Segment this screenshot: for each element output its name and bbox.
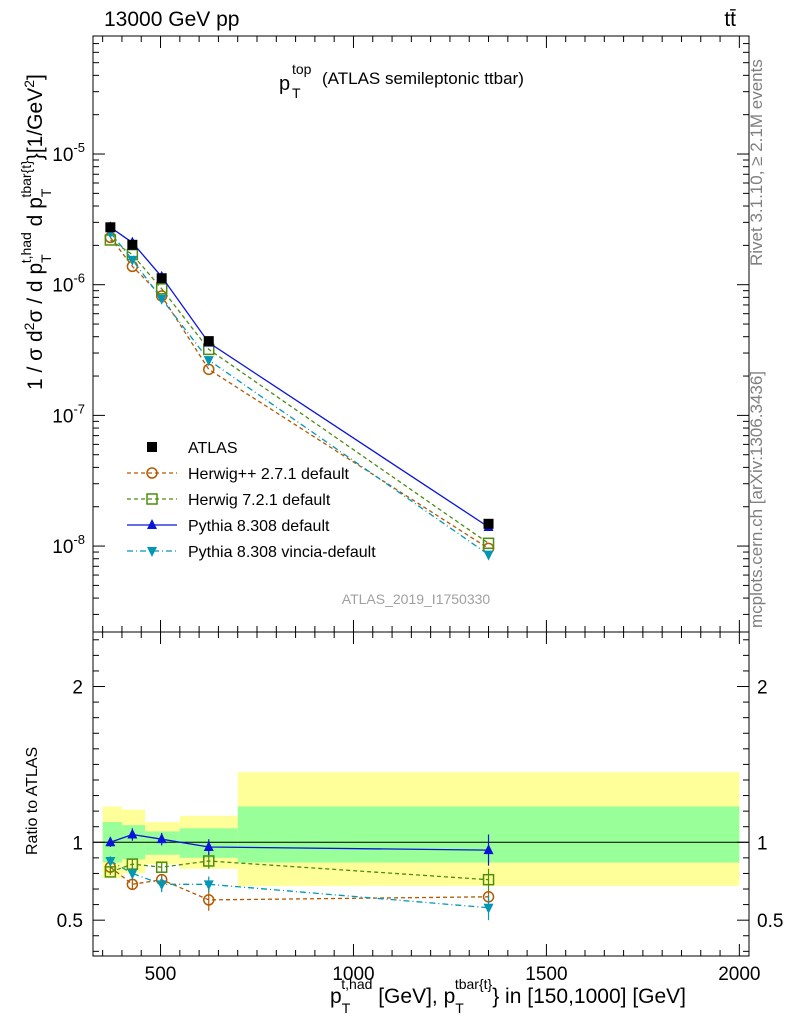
legend: ATLAS Herwig++ 2.7.1 default Herwig 7.2.1 … [127, 440, 376, 561]
legend-marker [147, 519, 157, 529]
legend-marker [146, 493, 158, 505]
legend-label: Pythia 8.308 vincia-default [188, 544, 376, 561]
series-0-point [203, 336, 214, 347]
ratio-y-tick-label-left: 2 [72, 678, 83, 699]
legend-marker [146, 467, 158, 479]
main-title-p: p [279, 73, 290, 95]
ratio-y-tick-label-left: 1 [72, 833, 83, 854]
main-panel: 10-8 10-7 10-6 10-5 [52, 35, 750, 633]
series-2-point [155, 283, 168, 295]
main-frame [92, 35, 750, 633]
x-tick-label: 2000 [718, 964, 760, 985]
ratio-frame [92, 631, 750, 957]
series-4-point [203, 356, 214, 367]
y-tick-label: 10-7 [52, 401, 85, 427]
ratio-panel: 500 1000 1500 2000 0.5 0.5 1 1 2 2 [57, 631, 783, 985]
series-3-point [105, 836, 116, 847]
series-4-point [105, 856, 116, 867]
series-0-point [156, 273, 167, 284]
legend-label: Herwig++ 2.7.1 default [188, 466, 350, 483]
y-tick-label: 10-8 [52, 532, 85, 558]
header-right: tt̄ [724, 8, 736, 31]
series-4-point [156, 294, 167, 305]
series-1-point [203, 894, 215, 906]
series-4-point [127, 869, 138, 880]
series-2-point [203, 855, 215, 867]
ratio-y-tick-label-left: 0.5 [57, 911, 83, 932]
main-title-sup: top [292, 61, 312, 77]
main-title-sub: T [292, 85, 301, 101]
legend-label: Pythia 8.308 default [188, 518, 330, 535]
ratio-y-label: Ratio to ATLAS [24, 747, 41, 855]
main-y-label: 1 / σ d2σ / d pTt,had d pTtbar{t}}[1/GeV… [18, 74, 54, 390]
series-0-point [483, 518, 494, 529]
ratio-y-tick-label-right: 0.5 [757, 911, 783, 932]
ratio-y-tick-label-right: 1 [757, 833, 768, 854]
series-4-point [127, 255, 138, 266]
main-title: p top T (ATLAS semileptonic ttbar) [279, 61, 524, 101]
series-4-point [203, 880, 214, 891]
legend-label: Herwig 7.2.1 default [188, 492, 331, 509]
x-tick-label: 500 [145, 964, 177, 985]
series-4-point [483, 550, 494, 561]
series-3-point [127, 828, 138, 839]
side-text-bottom: mcplots.cern.ch [arXiv:1306.3436] [747, 371, 766, 628]
x-tick-label: 1500 [525, 964, 567, 985]
series-3-point [483, 844, 494, 855]
legend-marker [147, 547, 157, 557]
series-4-point [483, 903, 494, 914]
legend-marker [147, 442, 157, 452]
x-axis-label-text: pTt,had [GeV], pTtbar{t}} in [150,1000] … [330, 976, 686, 1016]
y-tick-label: 10-5 [52, 140, 85, 166]
main-y-label-text: 1 / σ d2σ / d pTt,had d pTtbar{t}}[1/GeV… [18, 74, 54, 390]
series-3-point [156, 833, 167, 844]
series-2-line [110, 239, 489, 544]
x-axis-label: pTt,had [GeV], pTtbar{t}} in [150,1000] … [330, 976, 686, 1016]
series-2-point [482, 873, 495, 886]
analysis-watermark: ATLAS_2019_I1750330 [342, 591, 491, 607]
x-tick-label: 1000 [332, 964, 374, 985]
series-0-point [127, 239, 138, 250]
header-left: 13000 GeV pp [104, 8, 239, 31]
y-tick-label: 10-6 [52, 271, 85, 297]
series-3-point [203, 840, 214, 851]
ratio-y-tick-label-right: 2 [757, 678, 768, 699]
series-4-point [156, 880, 167, 891]
series-2-point [155, 861, 168, 873]
series-2-point [482, 537, 495, 550]
main-title-rest: (ATLAS semileptonic ttbar) [322, 69, 524, 88]
side-text-top: Rivet 3.1.10, ≥ 2.1M events [747, 59, 766, 266]
series-0-point [105, 222, 116, 233]
legend-label: ATLAS [188, 440, 238, 457]
